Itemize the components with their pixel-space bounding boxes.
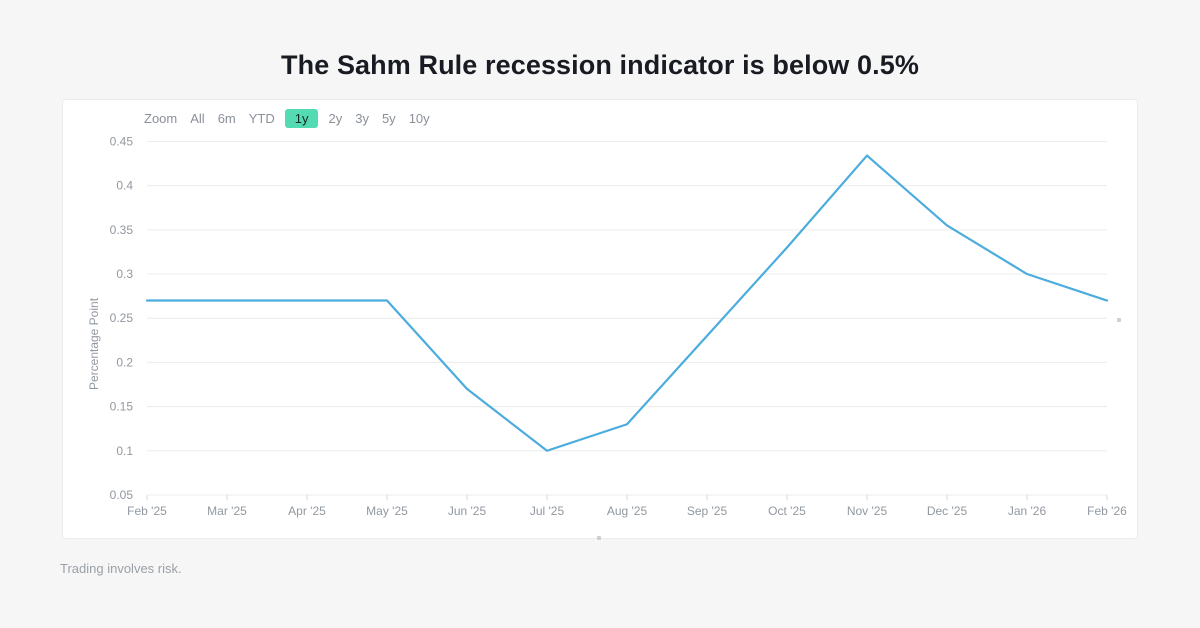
svg-text:Apr '25: Apr '25 (288, 504, 326, 518)
svg-text:0.45: 0.45 (110, 134, 134, 148)
svg-text:0.25: 0.25 (110, 311, 134, 325)
svg-text:Nov '25: Nov '25 (847, 504, 888, 518)
svg-text:0.4: 0.4 (116, 179, 133, 193)
svg-text:Feb '25: Feb '25 (127, 504, 167, 518)
svg-text:Feb '26: Feb '26 (1087, 504, 1127, 518)
svg-text:Sep '25: Sep '25 (687, 504, 728, 518)
svg-text:0.15: 0.15 (110, 400, 134, 414)
svg-text:0.05: 0.05 (110, 488, 134, 502)
svg-text:Jun '25: Jun '25 (448, 504, 487, 518)
svg-text:Aug '25: Aug '25 (607, 504, 648, 518)
svg-text:May '25: May '25 (366, 504, 408, 518)
svg-text:Jan '26: Jan '26 (1008, 504, 1047, 518)
svg-text:0.1: 0.1 (116, 444, 133, 458)
svg-text:Dec '25: Dec '25 (927, 504, 968, 518)
svg-text:Oct '25: Oct '25 (768, 504, 806, 518)
svg-text:0.35: 0.35 (110, 223, 134, 237)
svg-text:Mar '25: Mar '25 (207, 504, 247, 518)
svg-text:0.3: 0.3 (116, 267, 133, 281)
svg-text:0.2: 0.2 (116, 355, 133, 369)
svg-text:Jul '25: Jul '25 (530, 504, 565, 518)
svg-text:Percentage Point: Percentage Point (87, 297, 101, 390)
